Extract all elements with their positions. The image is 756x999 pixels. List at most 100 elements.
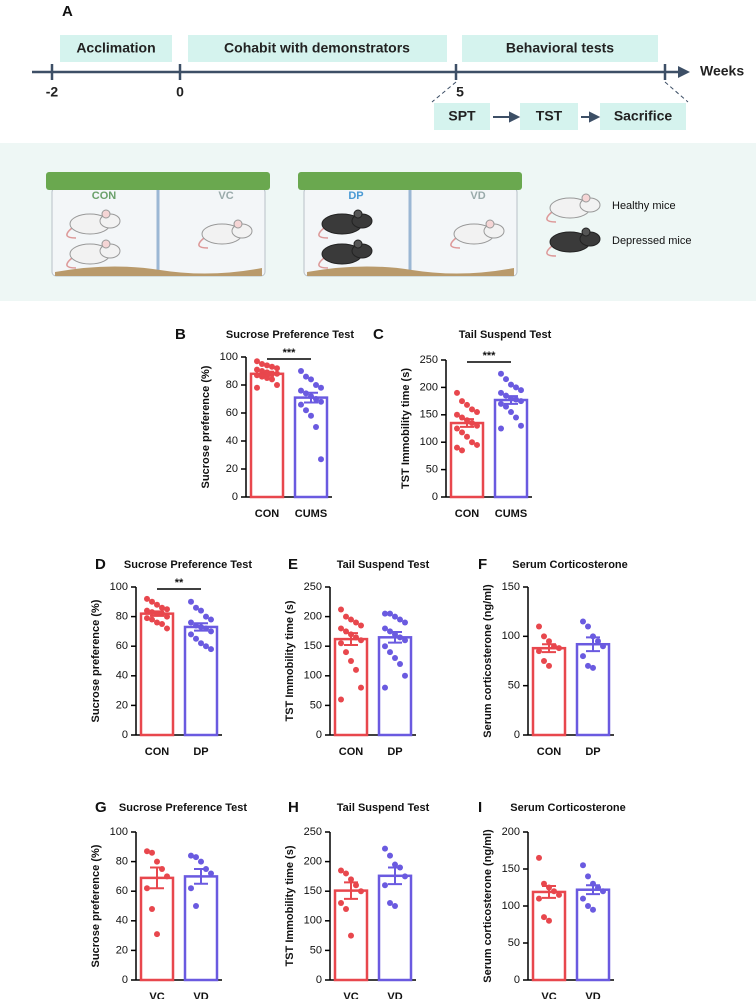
y-tick-label: 250: [304, 581, 322, 593]
cage-label: VC: [218, 190, 233, 202]
data-point: [308, 376, 314, 383]
legend-label: Healthy mice: [612, 200, 676, 212]
data-point: [454, 389, 460, 396]
data-point: [498, 389, 504, 396]
x-tick-label: DP: [387, 746, 402, 758]
y-tick-label: 100: [420, 436, 438, 448]
y-axis-label: Serum corticosterone (ng/ml): [482, 829, 494, 983]
data-point: [580, 653, 586, 660]
cage-label: VD: [470, 190, 485, 202]
data-point: [518, 387, 524, 394]
error-bar: [344, 632, 358, 647]
x-tick-label: CON: [537, 746, 562, 758]
data-point: [338, 867, 344, 874]
y-tick-label: 0: [316, 974, 322, 986]
phase-box: [188, 35, 447, 62]
data-point: [382, 845, 388, 852]
x-tick-label: CON: [145, 746, 170, 758]
bar: [493, 398, 529, 499]
error-bar: [344, 881, 358, 900]
data-point: [264, 362, 270, 369]
data-point: [208, 870, 214, 877]
data-point: [164, 873, 170, 880]
mouse: [318, 239, 373, 269]
y-tick-label: 40: [116, 915, 128, 927]
data-point: [382, 684, 388, 691]
y-tick-label: 0: [122, 729, 128, 741]
data-point: [144, 615, 150, 622]
y-tick-label: 50: [310, 699, 322, 711]
data-point: [144, 607, 150, 614]
y-tick-label: 100: [502, 630, 520, 642]
data-point: [536, 895, 542, 902]
y-tick-label: 100: [110, 581, 128, 593]
error-bar: [388, 866, 402, 886]
mouse-tail: [198, 237, 209, 249]
data-point: [513, 414, 519, 421]
data-point: [303, 373, 309, 380]
data-point: [193, 854, 199, 861]
data-point: [343, 870, 349, 877]
y-axis-label: TST Immobility time (s): [400, 368, 412, 489]
y-tick-label: 40: [116, 670, 128, 682]
mouse-ear: [581, 227, 591, 237]
mouse-tail: [66, 227, 77, 239]
bar: [139, 876, 175, 982]
data-point: [343, 905, 349, 912]
data-point: [193, 903, 199, 909]
error-bar: [150, 610, 164, 617]
data-point: [348, 876, 354, 883]
x-tick-label: CUMS: [495, 508, 527, 520]
y-tick-label: 200: [304, 856, 322, 868]
data-point: [193, 635, 199, 642]
y-tick-label: 100: [220, 351, 238, 363]
data-point: [464, 433, 470, 440]
mouse-tail: [66, 257, 77, 269]
data-point: [358, 888, 364, 895]
y-tick-label: 0: [514, 974, 520, 986]
data-point: [159, 621, 165, 627]
legend-label: Depressed mice: [612, 235, 691, 247]
data-point: [402, 637, 408, 644]
y-axis-label: TST Immobility time (s): [284, 600, 296, 721]
y-axis-label: Serum corticosterone (ng/ml): [482, 584, 494, 738]
error-bar: [194, 868, 208, 885]
zoom-lines: [431, 81, 689, 103]
data-point: [585, 903, 591, 909]
data-point: [358, 637, 364, 644]
data-point: [454, 444, 460, 451]
y-tick-label: 0: [514, 729, 520, 741]
data-point: [338, 696, 344, 703]
data-point: [508, 409, 514, 416]
data-point: [144, 595, 150, 602]
panel-label: H: [288, 799, 299, 816]
data-point: [164, 613, 170, 620]
mouse-ear: [353, 239, 363, 249]
data-point: [580, 862, 586, 869]
data-point: [318, 456, 324, 463]
data-point: [144, 885, 150, 892]
panel-label: B: [175, 326, 186, 343]
data-point: [149, 598, 155, 605]
data-point: [338, 640, 344, 647]
data-point: [149, 905, 155, 912]
mouse-tail: [546, 211, 557, 223]
x-tick-label: VC: [149, 991, 164, 999]
data-point: [469, 420, 475, 427]
data-point: [590, 906, 596, 913]
data-point: [338, 625, 344, 632]
bar: [249, 372, 285, 499]
data-point: [274, 365, 280, 372]
data-point: [387, 852, 393, 859]
data-point: [154, 858, 160, 865]
data-point: [469, 439, 475, 446]
x-tick-label: CON: [255, 508, 280, 520]
data-point: [254, 384, 260, 391]
data-point: [203, 613, 209, 620]
data-point: [338, 606, 344, 613]
data-point: [546, 662, 552, 669]
data-point: [269, 363, 275, 370]
data-point: [298, 368, 304, 374]
data-point: [259, 361, 265, 367]
mouse-tail: [318, 257, 329, 269]
